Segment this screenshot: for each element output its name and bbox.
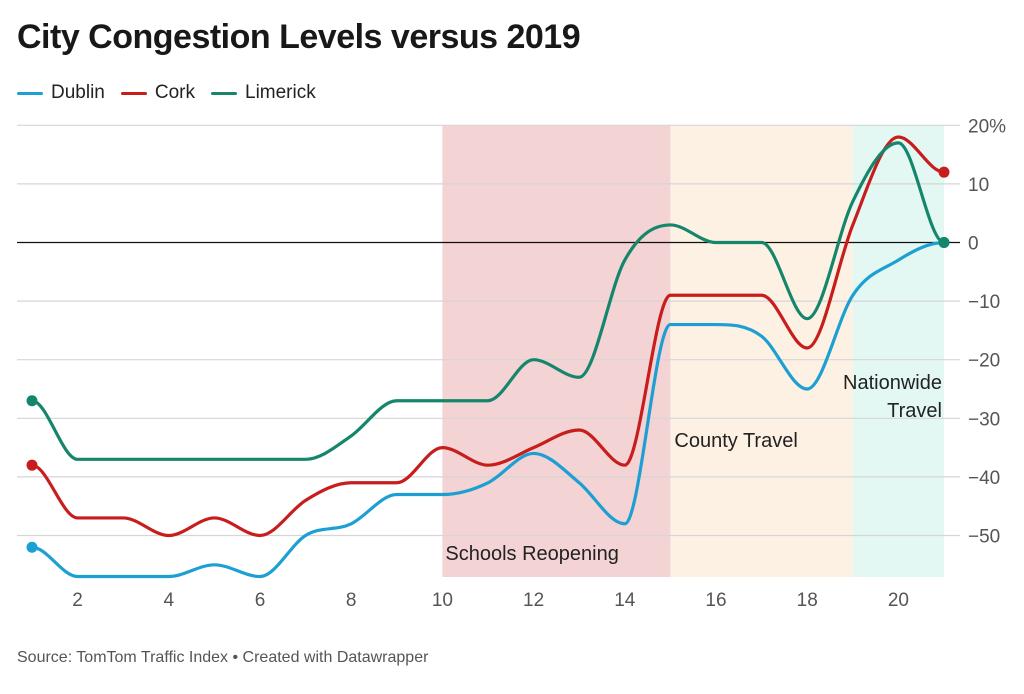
- start-point-dublin: [26, 541, 38, 553]
- x-tick-label: 14: [614, 590, 636, 611]
- range-bands: [442, 125, 944, 578]
- series-lines: [26, 135, 950, 579]
- range-label-schools-reopening: Schools Reopening: [445, 543, 618, 565]
- x-tick-label: 10: [432, 590, 453, 611]
- x-tick-label: 4: [164, 590, 175, 611]
- y-tick-label: 0: [968, 234, 979, 255]
- start-point-limerick: [26, 395, 38, 407]
- range-labels: Schools Reopening County Travel Nationwide…: [445, 372, 942, 565]
- legend-item-limerick: Limerick: [211, 82, 316, 104]
- range-band-nationwide-travel: [852, 125, 944, 578]
- y-tick-label: −30: [968, 409, 1000, 430]
- x-tick-label: 18: [797, 590, 818, 611]
- legend-label-limerick: Limerick: [245, 82, 316, 103]
- range-band-schools-reopening: [442, 125, 671, 578]
- y-tick-label: −40: [968, 468, 1000, 489]
- start-point-cork: [26, 459, 38, 471]
- y-axis: 20% 10 0 −10 −20 −30 −40 −50: [968, 116, 1006, 547]
- legend-swatch-limerick: [211, 91, 237, 95]
- series-line-limerick: [30, 141, 946, 461]
- x-tick-label: 12: [523, 590, 544, 611]
- x-tick-label: 20: [888, 590, 909, 611]
- legend: Dublin Cork Limerick: [17, 82, 316, 104]
- x-axis: 2 4 6 8 10 12 14 16 18 20: [72, 590, 909, 611]
- x-tick-label: 8: [346, 590, 357, 611]
- chart-title: City Congestion Levels versus 2019: [17, 18, 581, 56]
- end-point-limerick: [938, 237, 950, 248]
- range-label-nationwide-travel-line-1: Nationwide: [843, 372, 942, 394]
- x-tick-label: 16: [705, 590, 726, 611]
- y-tick-label: 10: [968, 175, 989, 196]
- y-tick-label: −50: [968, 527, 1000, 548]
- legend-item-dublin: Dublin: [17, 82, 105, 104]
- source-footer: Source: TomTom Traffic Index • Created w…: [17, 649, 429, 666]
- series-line-dublin: [30, 240, 946, 579]
- range-label-county-travel: County Travel: [674, 430, 797, 452]
- end-point-cork: [938, 166, 950, 178]
- legend-item-cork: Cork: [120, 82, 195, 104]
- legend-swatch-dublin: [17, 91, 43, 95]
- legend-label-dublin: Dublin: [51, 82, 105, 103]
- y-tick-label: −20: [968, 351, 1000, 372]
- x-tick-label: 6: [255, 590, 266, 611]
- legend-swatch-cork: [120, 91, 147, 95]
- y-tick-label: −10: [968, 292, 1000, 313]
- legend-label-cork: Cork: [154, 82, 195, 103]
- y-tick-label: 20%: [968, 116, 1006, 137]
- x-tick-label: 2: [72, 590, 83, 611]
- gridlines: [17, 124, 960, 537]
- series-line-cork: [30, 135, 946, 538]
- range-band-county-travel: [670, 125, 853, 578]
- range-label-nationwide-travel-line-2: Travel: [887, 400, 942, 422]
